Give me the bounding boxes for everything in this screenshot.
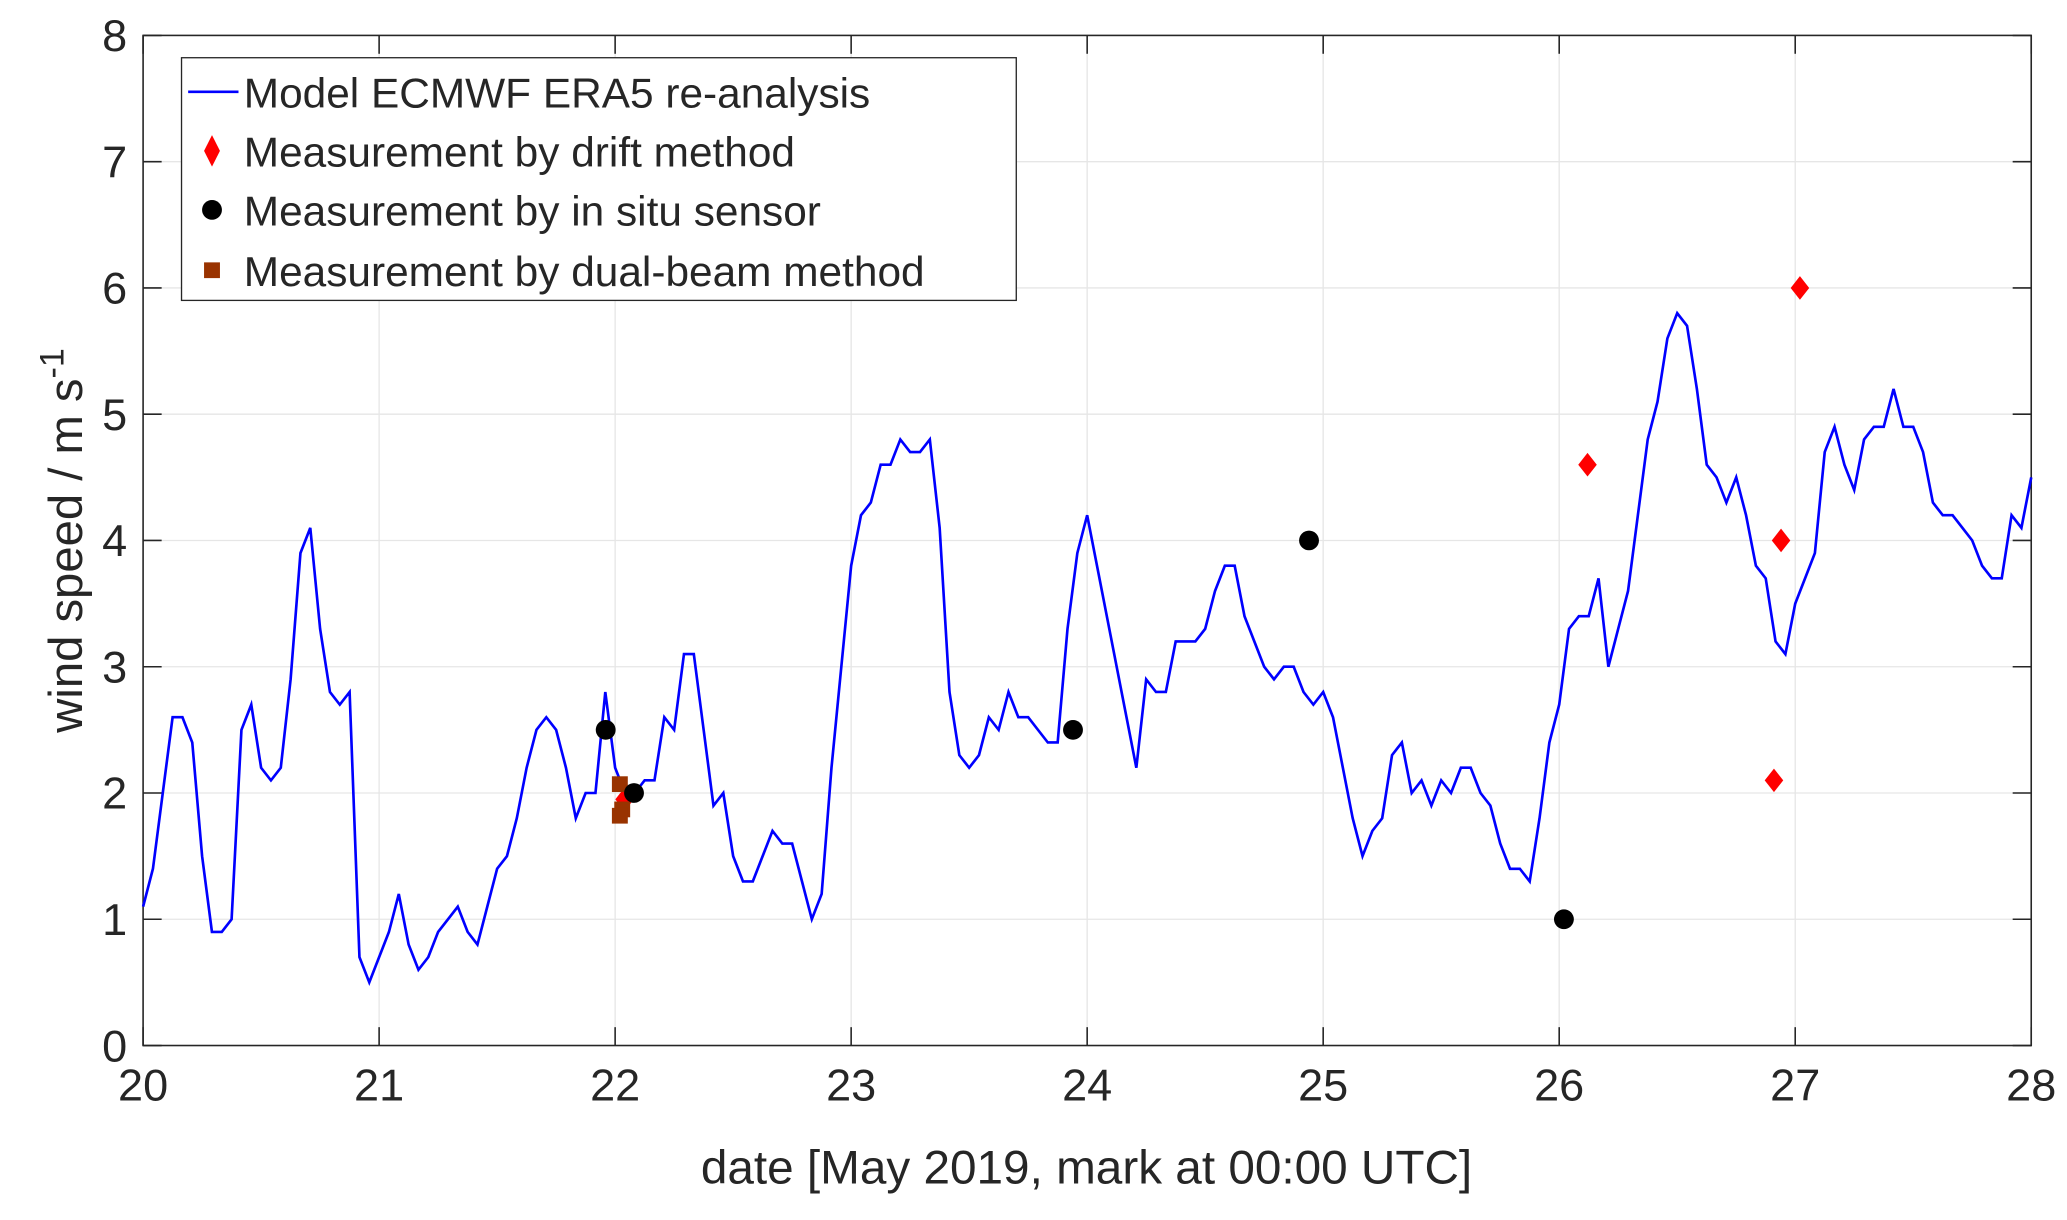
y-axis-label: wind speed / m s-1 [33, 348, 93, 734]
legend-label-model: Model ECMWF ERA5 re-analysis [244, 70, 870, 117]
x-tick-label: 27 [1770, 1061, 1820, 1111]
x-tick-label: 20 [118, 1061, 168, 1111]
legend: Model ECMWF ERA5 re-analysis Measurement… [180, 57, 1017, 302]
legend-circle-icon [202, 200, 222, 220]
x-tick-label: 24 [1062, 1061, 1112, 1111]
y-tick-label: 3 [102, 643, 127, 693]
legend-box [180, 57, 1017, 302]
legend-label-dualbeam: Measurement by dual-beam method [244, 248, 925, 295]
x-tick-label: 25 [1298, 1061, 1348, 1111]
markers [595, 276, 1810, 930]
y-tick-label: 1 [102, 895, 127, 945]
legend-label-insitu: Measurement by in situ sensor [244, 188, 821, 235]
drift-measurement-point [1790, 276, 1810, 300]
insitu-measurement-point [1553, 909, 1574, 930]
y-tick-label: 6 [102, 264, 127, 314]
x-axis-label: date [May 2019, mark at 00:00 UTC] [701, 1141, 1472, 1194]
drift-measurement-point [1764, 768, 1784, 793]
y-axis-label-main: wind speed / m s [40, 378, 93, 733]
legend-label-drift: Measurement by drift method [244, 129, 795, 176]
x-tick-label: 22 [590, 1061, 640, 1111]
y-tick-label: 2 [102, 769, 127, 819]
dualbeam-measurement-point [611, 776, 628, 793]
x-tick-label: 21 [354, 1061, 404, 1111]
y-tick-label: 5 [102, 390, 127, 440]
insitu-measurement-point [624, 783, 644, 803]
y-tick-label: 4 [102, 516, 127, 566]
legend-square-icon [204, 262, 220, 279]
drift-measurement-point [1771, 528, 1791, 553]
y-tick-label: 8 [102, 11, 127, 61]
x-tick-label: 28 [2006, 1061, 2056, 1111]
insitu-measurement-point [1299, 530, 1319, 551]
y-tick-label: 0 [102, 1021, 127, 1071]
legend-diamond-icon [204, 135, 220, 167]
y-axis-label-superscript: -1 [33, 348, 71, 378]
x-tick-label: 23 [826, 1061, 876, 1111]
drift-measurement-point [1578, 452, 1597, 477]
x-tick-label: 26 [1534, 1061, 1584, 1111]
model-series-line [141, 310, 2033, 987]
dualbeam-measurement-point [611, 807, 628, 824]
insitu-measurement-point [595, 720, 616, 740]
insitu-measurement-point [1063, 720, 1083, 740]
y-tick-label: 7 [102, 138, 127, 188]
